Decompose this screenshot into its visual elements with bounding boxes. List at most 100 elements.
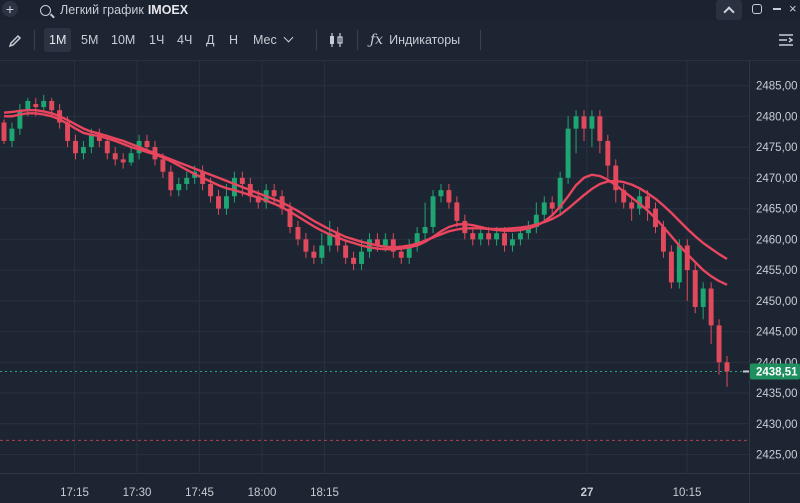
price-tick-label: 2445,00 bbox=[756, 327, 798, 339]
candle-body bbox=[549, 202, 555, 209]
candle-body bbox=[517, 233, 523, 240]
candle-body bbox=[589, 116, 595, 129]
candles-icon[interactable] bbox=[327, 31, 345, 49]
candle-body bbox=[406, 245, 412, 258]
candle-body bbox=[478, 233, 484, 240]
last-price-marker bbox=[743, 370, 749, 373]
candle-body bbox=[470, 233, 476, 240]
last-price-tag: 2438,51 bbox=[750, 363, 800, 380]
candle-body bbox=[33, 104, 39, 108]
chart-grid bbox=[0, 61, 749, 473]
candle-body bbox=[374, 239, 380, 246]
interval-10m-button[interactable]: 10М bbox=[111, 33, 136, 47]
candle-body bbox=[414, 233, 420, 246]
toolbar-divider bbox=[480, 30, 481, 50]
candle-body bbox=[398, 251, 404, 258]
candle-body bbox=[1, 122, 7, 141]
candle-body bbox=[335, 233, 341, 246]
candle-body bbox=[629, 202, 635, 209]
time-tick-label: 17:15 bbox=[60, 487, 89, 499]
toolbar-divider bbox=[357, 30, 358, 50]
time-axis: 17:15 17:30 17:45 18:00 18:15 27 10:15 bbox=[60, 487, 701, 499]
instrument-search[interactable]: Легкий график IMOEX bbox=[30, 0, 188, 20]
candle-body bbox=[295, 227, 301, 240]
candle-body bbox=[668, 251, 674, 283]
candle-body bbox=[49, 100, 55, 111]
close-icon[interactable]: × bbox=[789, 1, 797, 16]
function-icon: ƒx bbox=[370, 32, 384, 48]
candle-body bbox=[184, 177, 190, 184]
search-label: Легкий график bbox=[60, 3, 144, 17]
candle-body bbox=[239, 177, 245, 184]
time-tick-label: 27 bbox=[581, 487, 594, 499]
candle-body bbox=[104, 140, 110, 154]
price-tick-label: 2475,00 bbox=[756, 142, 798, 154]
candle-body bbox=[176, 183, 182, 191]
candle-body bbox=[390, 239, 396, 252]
candle-body bbox=[462, 220, 468, 234]
candle-body bbox=[351, 257, 357, 264]
candle-body bbox=[25, 100, 31, 111]
candle-body bbox=[446, 190, 452, 203]
candle-body bbox=[645, 196, 651, 209]
candle-body bbox=[430, 196, 436, 228]
candle-body bbox=[303, 239, 309, 252]
time-tick-label: 18:15 bbox=[310, 487, 339, 499]
interval-month-dropdown[interactable]: Мес bbox=[253, 28, 294, 52]
collapse-button[interactable] bbox=[716, 0, 742, 20]
indicators-button[interactable]: ƒx Индикаторы bbox=[370, 28, 460, 52]
price-tick-label: 2465,00 bbox=[756, 204, 798, 216]
interval-day-button[interactable]: Д bbox=[206, 33, 215, 47]
candle-body bbox=[287, 208, 293, 228]
candle-body bbox=[613, 165, 619, 191]
price-axis: 2425,002430,002435,002440,002445,002450,… bbox=[756, 81, 798, 462]
candle-body bbox=[525, 227, 531, 234]
interval-1h-button[interactable]: 1Ч bbox=[149, 33, 165, 47]
toolbar-divider bbox=[316, 30, 317, 50]
price-chart[interactable]: 2425,002430,002435,002440,002445,002450,… bbox=[0, 61, 800, 503]
candle-body bbox=[422, 227, 428, 234]
chart-toolbar: 1М 5М 10М 1Ч 4Ч Д Н Мес ƒx Индикаторы bbox=[0, 20, 800, 61]
candle-body bbox=[311, 251, 317, 258]
candle-body bbox=[96, 134, 102, 141]
interval-week-button[interactable]: Н bbox=[229, 33, 239, 47]
interval-4h-button[interactable]: 4Ч bbox=[177, 33, 193, 47]
indicators-label: Индикаторы bbox=[389, 33, 461, 47]
candle-body bbox=[88, 134, 94, 148]
candle-body bbox=[724, 362, 730, 372]
time-tick-label: 17:30 bbox=[123, 487, 152, 499]
candle-body bbox=[676, 245, 682, 283]
candle-body bbox=[597, 116, 603, 141]
candle-body bbox=[382, 239, 388, 246]
search-icon bbox=[40, 4, 51, 16]
candle-body bbox=[9, 128, 15, 141]
candle-body bbox=[17, 110, 23, 129]
price-tick-label: 2480,00 bbox=[756, 111, 798, 123]
minimize-icon[interactable] bbox=[772, 4, 782, 14]
candle-body bbox=[367, 239, 372, 252]
maximize-icon[interactable] bbox=[752, 4, 762, 14]
interval-5m-button[interactable]: 5М bbox=[81, 33, 99, 47]
candle-body bbox=[128, 153, 134, 163]
candle-body bbox=[223, 196, 229, 209]
candle-body bbox=[708, 288, 714, 326]
candle-body bbox=[359, 251, 364, 264]
candle-body bbox=[573, 116, 579, 129]
pencil-icon[interactable] bbox=[8, 34, 22, 48]
price-tick-label: 2460,00 bbox=[756, 234, 798, 246]
plus-icon[interactable]: + bbox=[2, 1, 18, 17]
candle-body bbox=[120, 159, 126, 163]
candle-body bbox=[684, 245, 690, 271]
candle-body bbox=[510, 239, 515, 246]
candle-body bbox=[557, 177, 563, 209]
collapse-menu-icon[interactable] bbox=[778, 33, 794, 47]
candle-body bbox=[168, 171, 174, 191]
price-tick-label: 2450,00 bbox=[756, 296, 798, 308]
candle-body bbox=[271, 190, 277, 197]
candle-body bbox=[112, 153, 118, 160]
interval-month-label: Мес bbox=[253, 33, 277, 47]
interval-1m-button[interactable]: 1М bbox=[44, 28, 72, 52]
price-tick-label: 2430,00 bbox=[756, 419, 798, 431]
candle-body bbox=[533, 214, 539, 228]
price-tick-label: 2470,00 bbox=[756, 173, 798, 185]
